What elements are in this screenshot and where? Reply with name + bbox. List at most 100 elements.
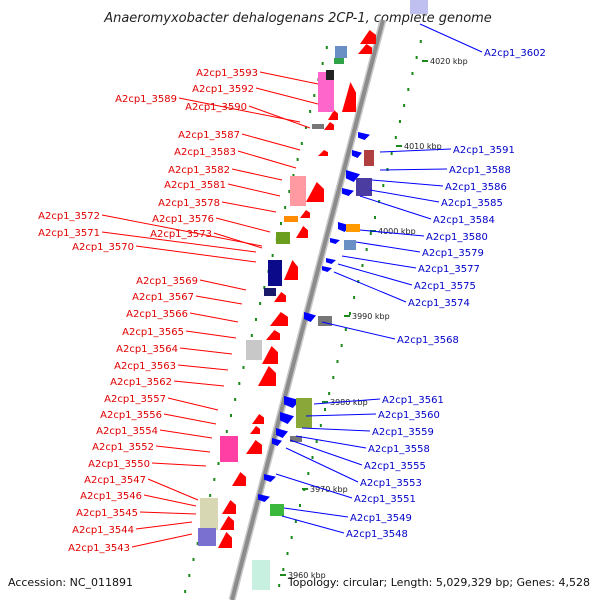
tick-mark — [378, 200, 381, 203]
gene-label-left[interactable]: A2cp1_3573 — [150, 229, 212, 240]
gene-label-right[interactable]: A2cp1_3560 — [378, 410, 440, 421]
left-gene-labels: A2cp1_3593 A2cp1_3592 A2cp1_3589 A2cp1_3590… — [38, 68, 258, 554]
gene-label-left[interactable]: A2cp1_3544 — [72, 525, 134, 536]
gene-features — [198, 0, 428, 590]
connector-line — [237, 150, 297, 169]
kbp-label: 4020 kbp — [430, 57, 468, 66]
gene-label-left[interactable]: A2cp1_3571 — [38, 228, 100, 239]
gene-label-left[interactable]: A2cp1_3583 — [174, 147, 236, 158]
gene-label-left[interactable]: A2cp1_3578 — [158, 198, 220, 209]
connector-line — [221, 201, 277, 213]
tick-mark — [213, 478, 216, 481]
gene-label-right[interactable]: A2cp1_3579 — [422, 248, 484, 259]
gene-label-left[interactable]: A2cp1_3547 — [84, 475, 146, 486]
tick-mark — [284, 206, 287, 209]
tick-mark — [196, 542, 199, 545]
gene-label-right[interactable]: A2cp1_3591 — [453, 145, 515, 156]
tick-mark — [238, 382, 241, 385]
gene-label-right[interactable]: A2cp1_3586 — [445, 182, 507, 193]
reverse-gene-arrow — [284, 396, 300, 408]
connector-line — [215, 217, 271, 233]
connector-line — [305, 413, 377, 417]
tick-mark — [229, 414, 232, 417]
tick-mark — [298, 504, 301, 507]
gene-box — [346, 224, 360, 232]
connector-line — [173, 380, 225, 387]
gene-label-right[interactable]: A2cp1_3585 — [441, 198, 503, 209]
connector-line — [227, 183, 281, 197]
gene-label-right[interactable]: A2cp1_3602 — [484, 48, 546, 59]
forward-gene-arrow — [360, 30, 376, 44]
gene-label-left[interactable]: A2cp1_3592 — [192, 84, 254, 95]
gene-label-right[interactable]: A2cp1_3580 — [426, 232, 488, 243]
tick-mark — [332, 376, 335, 379]
map-title: Anaeromyxobacter dehalogenans 2CP-1, com… — [103, 11, 492, 26]
gene-label-left[interactable]: A2cp1_3576 — [152, 214, 214, 225]
gene-label-left[interactable]: A2cp1_3557 — [104, 394, 166, 405]
connector-line — [241, 133, 301, 151]
gene-label-left[interactable]: A2cp1_3565 — [122, 327, 184, 338]
connector-line — [135, 245, 257, 263]
right-gene-labels: A2cp1_3602 A2cp1_3591 A2cp1_3588 A2cp1_3586… — [346, 48, 546, 540]
gene-label-right[interactable]: A2cp1_3559 — [372, 427, 434, 438]
connector-line — [179, 347, 233, 355]
gene-label-left[interactable]: A2cp1_3554 — [96, 426, 158, 437]
gene-label-right[interactable]: A2cp1_3561 — [382, 395, 444, 406]
gene-label-left[interactable]: A2cp1_3582 — [168, 165, 230, 176]
gene-box — [344, 240, 356, 250]
gene-label-left[interactable]: A2cp1_3593 — [196, 68, 258, 79]
gene-label-right[interactable]: A2cp1_3577 — [418, 264, 480, 275]
label-connector-lines — [101, 23, 483, 548]
gene-label-left[interactable]: A2cp1_3581 — [164, 180, 226, 191]
forward-gene-arrow — [222, 500, 236, 514]
gene-label-left[interactable]: A2cp1_3589 — [115, 94, 177, 105]
gene-label-left[interactable]: A2cp1_3550 — [88, 459, 150, 470]
tick-mark — [336, 360, 339, 363]
gene-label-left[interactable]: A2cp1_3570 — [72, 242, 134, 253]
kbp-label: 4000 kbp — [378, 227, 416, 236]
gene-label-left[interactable]: A2cp1_3543 — [68, 543, 130, 554]
gene-label-left[interactable]: A2cp1_3545 — [76, 508, 138, 519]
tick-mark — [325, 46, 328, 49]
forward-gene-arrow — [258, 366, 276, 386]
kbp-label: 4010 kbp — [404, 142, 442, 151]
tick-mark — [307, 472, 310, 475]
gene-label-left[interactable]: A2cp1_3587 — [178, 130, 240, 141]
gene-label-right[interactable]: A2cp1_3558 — [368, 444, 430, 455]
gene-label-left[interactable]: A2cp1_3567 — [132, 292, 194, 303]
gene-label-right[interactable]: A2cp1_3574 — [408, 298, 470, 309]
connector-line — [371, 179, 444, 187]
gene-label-right[interactable]: A2cp1_3551 — [354, 494, 416, 505]
gene-label-right[interactable]: A2cp1_3584 — [433, 215, 495, 226]
gene-label-left[interactable]: A2cp1_3590 — [185, 102, 247, 113]
gene-label-left[interactable]: A2cp1_3563 — [114, 361, 176, 372]
gene-label-left[interactable]: A2cp1_3569 — [136, 276, 198, 287]
tick-mark — [398, 120, 401, 123]
tick-mark — [225, 430, 228, 433]
gene-label-left[interactable]: A2cp1_3552 — [92, 442, 154, 453]
gene-label-right[interactable]: A2cp1_3553 — [360, 478, 422, 489]
reverse-gene-arrow — [258, 494, 270, 502]
gene-label-left[interactable]: A2cp1_3566 — [126, 309, 188, 320]
tick-mark — [290, 536, 293, 539]
gene-box — [326, 70, 334, 80]
gene-label-left[interactable]: A2cp1_3546 — [80, 491, 142, 502]
gene-label-right[interactable]: A2cp1_3575 — [414, 281, 476, 292]
tick-mark — [340, 344, 343, 347]
forward-gene-arrow — [274, 292, 286, 302]
gene-label-left[interactable]: A2cp1_3572 — [38, 211, 100, 222]
gene-label-left[interactable]: A2cp1_3556 — [100, 410, 162, 421]
gene-label-right[interactable]: A2cp1_3588 — [449, 165, 511, 176]
gene-label-right[interactable]: A2cp1_3549 — [350, 513, 412, 524]
gene-label-left[interactable]: A2cp1_3564 — [116, 344, 178, 355]
connector-line — [301, 427, 371, 432]
gene-label-right[interactable]: A2cp1_3548 — [346, 529, 408, 540]
tick-mark — [369, 232, 372, 235]
gene-label-left[interactable]: A2cp1_3562 — [110, 377, 172, 388]
topology-text: Topology: circular; Length: 5,029,329 bp… — [287, 576, 590, 589]
tick-mark — [390, 152, 393, 155]
forward-gene-arrow — [220, 516, 234, 530]
gene-label-right[interactable]: A2cp1_3568 — [397, 335, 459, 346]
gene-label-right[interactable]: A2cp1_3555 — [364, 461, 426, 472]
tick-mark — [192, 558, 195, 561]
